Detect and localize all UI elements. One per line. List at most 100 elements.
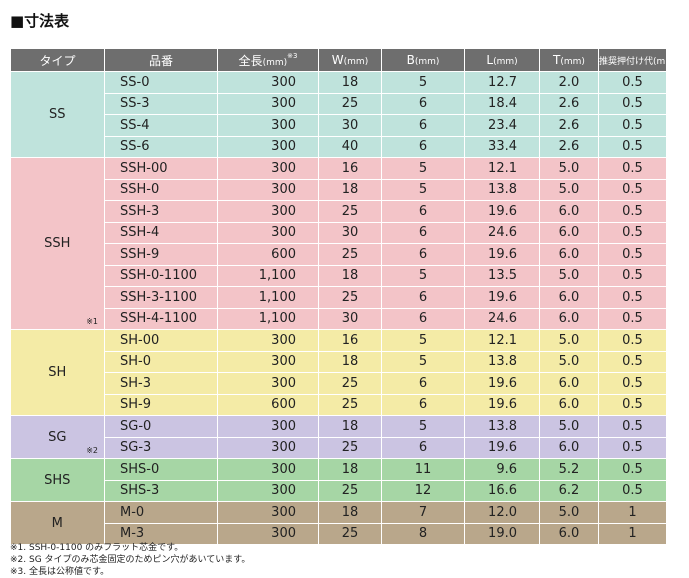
length-cell: 300 bbox=[217, 222, 319, 244]
w-cell: 30 bbox=[318, 222, 382, 244]
type-label: SG bbox=[48, 429, 67, 445]
type-cell: SSH ※1 bbox=[10, 157, 105, 330]
type-label: SSH bbox=[44, 236, 71, 251]
length-cell: 600 bbox=[217, 394, 319, 416]
l-cell: 9.6 bbox=[464, 458, 540, 481]
table-row: SS SS-0 300 18 5 12.7 2.0 0.5 bbox=[10, 71, 667, 158]
type-label: SH bbox=[48, 365, 67, 380]
product-cell: SG-3 bbox=[104, 437, 218, 459]
w-cell: 30 bbox=[318, 114, 382, 137]
dimension-table: タイプ 品番 全長(mm)※3 W(mm) B(mm) L(mm) T(mm) … bbox=[10, 48, 678, 545]
w-cell: 16 bbox=[318, 157, 382, 180]
l-cell: 12.7 bbox=[464, 71, 540, 94]
b-cell: 6 bbox=[381, 200, 465, 223]
b-cell: 6 bbox=[381, 308, 465, 330]
footnote-2: ※2. SG タイプのみ芯金固定のためピン穴があいています。 bbox=[10, 555, 251, 565]
table-row: M M-0 300 18 7 12.0 5.0 1 bbox=[10, 501, 667, 545]
b-cell: 5 bbox=[381, 351, 465, 373]
t-cell: 6.0 bbox=[539, 523, 599, 545]
product-cell: SHS-0 bbox=[104, 458, 218, 481]
crimp-cell: 0.5 bbox=[598, 179, 667, 201]
crimp-cell: 0.5 bbox=[598, 480, 667, 502]
table-row: SSH-3-1100 1,100 25 6 19.6 6.0 0.5 bbox=[11, 286, 667, 309]
table-row: SSH-9 600 25 6 19.6 6.0 0.5 bbox=[11, 243, 667, 266]
l-cell: 19.6 bbox=[464, 200, 540, 223]
b-cell: 8 bbox=[381, 523, 465, 545]
b-cell: 6 bbox=[381, 394, 465, 416]
header-b: B(mm) bbox=[381, 48, 465, 72]
w-cell: 25 bbox=[318, 394, 382, 416]
crimp-cell: 0.5 bbox=[598, 286, 667, 309]
w-cell: 18 bbox=[318, 351, 382, 373]
crimp-cell: 0.5 bbox=[598, 437, 667, 459]
l-cell: 33.4 bbox=[464, 136, 540, 158]
w-cell: 16 bbox=[318, 329, 382, 352]
product-cell: SS-6 bbox=[104, 136, 218, 158]
header-row: タイプ 品番 全長(mm)※3 W(mm) B(mm) L(mm) T(mm) … bbox=[10, 48, 678, 72]
product-cell: SH-3 bbox=[104, 372, 218, 395]
t-cell: 5.0 bbox=[539, 351, 599, 373]
l-cell: 13.8 bbox=[464, 415, 540, 438]
table-row: SSH ※1 SSH-00 300 16 5 12.1 5.0 0.5 bbox=[10, 157, 667, 330]
l-cell: 18.4 bbox=[464, 93, 540, 115]
length-cell: 300 bbox=[217, 437, 319, 459]
t-cell: 2.6 bbox=[539, 136, 599, 158]
t-cell: 5.0 bbox=[539, 501, 599, 524]
crimp-cell: 0.5 bbox=[598, 308, 667, 330]
header-length: 全長(mm)※3 bbox=[217, 48, 319, 72]
type-cell: SH bbox=[10, 329, 105, 416]
page-title: ■寸法表 bbox=[10, 12, 70, 30]
length-cell: 300 bbox=[217, 114, 319, 137]
length-cell: 300 bbox=[217, 179, 319, 201]
t-cell: 5.0 bbox=[539, 329, 599, 352]
t-cell: 5.0 bbox=[539, 415, 599, 438]
length-cell: 300 bbox=[217, 458, 319, 481]
b-cell: 6 bbox=[381, 136, 465, 158]
w-cell: 18 bbox=[318, 458, 382, 481]
b-cell: 7 bbox=[381, 501, 465, 524]
w-cell: 18 bbox=[318, 501, 382, 524]
length-cell: 300 bbox=[217, 415, 319, 438]
length-cell: 1,100 bbox=[217, 308, 319, 330]
crimp-cell: 1 bbox=[598, 501, 667, 524]
crimp-cell: 0.5 bbox=[598, 222, 667, 244]
length-cell: 300 bbox=[217, 501, 319, 524]
l-cell: 13.5 bbox=[464, 265, 540, 287]
length-cell: 1,100 bbox=[217, 286, 319, 309]
crimp-cell: 0.5 bbox=[598, 71, 667, 94]
b-cell: 12 bbox=[381, 480, 465, 502]
t-cell: 2.6 bbox=[539, 93, 599, 115]
length-cell: 600 bbox=[217, 243, 319, 266]
product-cell: SS-4 bbox=[104, 114, 218, 137]
b-cell: 5 bbox=[381, 157, 465, 180]
b-cell: 6 bbox=[381, 286, 465, 309]
l-cell: 19.0 bbox=[464, 523, 540, 545]
product-cell: SH-00 bbox=[104, 329, 218, 352]
table-row: SG ※2 SG-0 300 18 5 13.8 5.0 0.5 bbox=[10, 415, 667, 459]
crimp-cell: 0.5 bbox=[598, 415, 667, 438]
b-cell: 5 bbox=[381, 415, 465, 438]
type-label: M bbox=[51, 515, 63, 531]
footnote-3: ※3. 全長は公称値です。 bbox=[10, 567, 110, 577]
type-cell: SHS bbox=[10, 458, 105, 502]
product-cell: SH-9 bbox=[104, 394, 218, 416]
crimp-cell: 0.5 bbox=[598, 136, 667, 158]
t-cell: 5.0 bbox=[539, 179, 599, 201]
t-cell: 6.0 bbox=[539, 200, 599, 223]
type-cell: SS bbox=[10, 71, 105, 158]
t-cell: 6.0 bbox=[539, 222, 599, 244]
type-label: SHS bbox=[44, 472, 71, 488]
crimp-cell: 0.5 bbox=[598, 200, 667, 223]
b-cell: 6 bbox=[381, 437, 465, 459]
table-row: SSH-0-1100 1,100 18 5 13.5 5.0 0.5 bbox=[11, 265, 667, 287]
product-cell: SSH-0-1100 bbox=[104, 265, 218, 287]
length-cell: 300 bbox=[217, 329, 319, 352]
l-cell: 16.6 bbox=[464, 480, 540, 502]
product-cell: SSH-4-1100 bbox=[104, 308, 218, 330]
length-cell: 300 bbox=[217, 372, 319, 395]
header-w: W(mm) bbox=[318, 48, 382, 72]
w-cell: 25 bbox=[318, 286, 382, 309]
t-cell: 6.0 bbox=[539, 437, 599, 459]
crimp-cell: 0.5 bbox=[598, 394, 667, 416]
t-cell: 6.0 bbox=[539, 286, 599, 309]
